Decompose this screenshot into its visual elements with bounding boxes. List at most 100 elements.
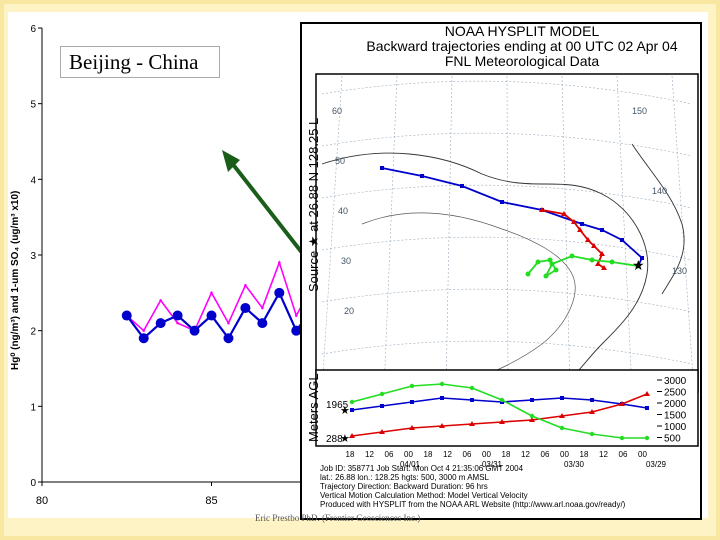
time-tick-label: 06 xyxy=(463,450,472,459)
red-altitude-point xyxy=(529,417,535,422)
green-altitude-point xyxy=(349,399,355,405)
blue-trajectory-point xyxy=(380,166,384,170)
red-trajectory-point xyxy=(595,261,601,266)
blue-trajectory-point xyxy=(580,222,584,226)
time-tick-label: 06 xyxy=(385,450,394,459)
time-tick-label: 12 xyxy=(365,450,374,459)
map-panel xyxy=(315,73,699,393)
green-trajectory-line xyxy=(527,255,639,279)
start-height-label: 1965 xyxy=(326,400,349,411)
time-tick-label: 12 xyxy=(599,450,608,459)
coastline-japan xyxy=(631,143,685,295)
map-latitude-label: 30 xyxy=(341,256,351,266)
blue-altitude-point xyxy=(645,406,649,410)
arrow-head xyxy=(222,150,240,172)
hg-data-point xyxy=(159,299,162,302)
annotation-arrow xyxy=(222,150,305,256)
red-trajectory-point xyxy=(599,251,605,256)
green-trajectory-point xyxy=(635,263,641,269)
red-altitude-point xyxy=(619,401,625,406)
job-info-line-1: Job ID: 358771 Job Start: Mon Oct 4 21:3… xyxy=(320,464,524,473)
green-altitude-point xyxy=(529,413,535,419)
map-longitude-label: 130 xyxy=(672,266,687,276)
inset-title-line-3: FNL Meteorological Data xyxy=(444,53,600,69)
hg-data-point xyxy=(227,321,230,325)
red-altitude-point xyxy=(469,421,475,426)
blue-altitude-point xyxy=(410,400,414,404)
green-trajectory-point xyxy=(589,257,595,263)
map-longitude-line xyxy=(506,75,509,391)
time-tick-label: 06 xyxy=(619,450,628,459)
green-trajectory-point xyxy=(535,259,541,265)
start-star-icon: ★ xyxy=(340,405,350,417)
altitude-axis-label: Meters AGL xyxy=(306,373,321,442)
green-trajectory-point xyxy=(569,253,575,259)
so4-data-point xyxy=(257,318,268,329)
green-trajectory-point xyxy=(543,273,549,279)
so4-data-point xyxy=(240,302,251,313)
map-latitude-label: 60 xyxy=(332,106,342,116)
time-tick-label: 18 xyxy=(580,450,589,459)
time-tick-label: 00 xyxy=(404,450,413,459)
source-location-label: Source ★ at 26.88 N 128.25 L xyxy=(306,117,321,292)
time-tick-label: 06 xyxy=(541,450,550,459)
x-tick-label: 80 xyxy=(36,495,48,507)
place-label: Beijing - China xyxy=(60,46,220,78)
time-tick-label: 18 xyxy=(346,450,355,459)
so4-data-point xyxy=(121,310,132,321)
so4-data-point xyxy=(206,310,217,321)
y-axis-label: Hg⁰ (ng/m³) and 1-um SO₄ (ug/m³ x10) xyxy=(10,191,21,370)
red-altitude-point xyxy=(439,423,445,428)
red-trajectory-point xyxy=(601,265,607,270)
red-trajectory-point xyxy=(577,227,583,232)
map-longitude-line xyxy=(561,75,571,391)
blue-altitude-point xyxy=(530,398,534,402)
altitude-tick-label: 2000 xyxy=(664,399,687,410)
so4-data-point xyxy=(223,333,234,344)
map-latitude-line xyxy=(321,288,693,313)
blue-altitude-point xyxy=(560,396,564,400)
source-star-icon: ★ xyxy=(632,257,645,273)
green-altitude-point xyxy=(559,425,565,431)
green-trajectory-point xyxy=(549,261,555,267)
time-tick-label: 00 xyxy=(560,450,569,459)
so4-data-point xyxy=(138,333,149,344)
red-trajectory-point xyxy=(591,243,597,248)
green-altitude-point xyxy=(439,381,445,387)
hg-data-point xyxy=(176,321,179,325)
altitude-tick-label: 1500 xyxy=(664,411,687,422)
so4-data-point xyxy=(172,310,183,321)
map-longitude-line xyxy=(671,75,695,391)
map-latitude-line xyxy=(321,184,693,209)
start-height-label: 288 xyxy=(326,434,343,445)
red-altitude-point xyxy=(499,419,505,424)
hg-data-point xyxy=(294,314,298,317)
green-altitude-point xyxy=(379,391,385,397)
slide-footer: Eric Prestbo PhD. (Frontier Geosciences … xyxy=(255,513,421,523)
blue-trajectory-point xyxy=(500,200,504,204)
y-tick-label: 4 xyxy=(30,175,36,186)
job-info-line-2: lat.: 26.88 lon.: 128.25 hgts: 500, 3000… xyxy=(320,473,490,482)
so4-data-point xyxy=(274,287,285,298)
arrow-shaft xyxy=(226,156,305,256)
y-tick-label: 0 xyxy=(30,478,36,489)
date-tick-label: 04/01 xyxy=(400,460,421,469)
blue-trajectory-point xyxy=(620,238,624,242)
green-trajectory-point xyxy=(547,257,553,263)
start-star-icon: ★ xyxy=(340,433,350,445)
time-tick-label: 12 xyxy=(521,450,530,459)
blue-trajectory-point xyxy=(420,174,424,178)
inset-title-line-1: NOAA HYSPLIT MODEL xyxy=(444,23,600,39)
green-altitude-point xyxy=(589,431,595,437)
blue-altitude-point xyxy=(350,408,354,412)
blue-altitude-point xyxy=(590,398,594,402)
green-altitude-point xyxy=(499,397,505,403)
blue-trajectory-point xyxy=(460,184,464,188)
inset-title: NOAA HYSPLIT MODEL Backward trajectories… xyxy=(342,24,702,69)
so4-data-point xyxy=(189,325,200,336)
green-altitude-point xyxy=(619,435,625,441)
job-info-line-4: Vertical Motion Calculation Method: Mode… xyxy=(320,491,528,500)
red-altitude-point xyxy=(349,433,355,438)
green-altitude-point xyxy=(644,435,650,441)
blue-altitude-point xyxy=(470,398,474,402)
